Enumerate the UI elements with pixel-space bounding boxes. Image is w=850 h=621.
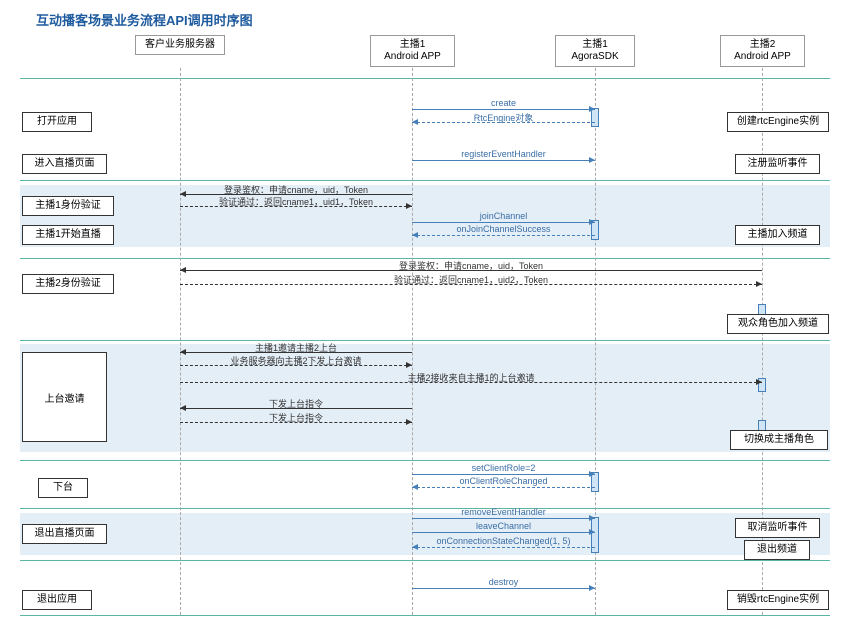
lane-host1app: 主播1Android APP bbox=[370, 35, 455, 67]
message-label: 业务服务器向主播2下发上台邀请 bbox=[180, 354, 412, 367]
message-label: leaveChannel bbox=[412, 521, 595, 531]
message-arrow bbox=[412, 222, 595, 223]
message-arrow bbox=[412, 474, 595, 475]
diagram-title: 互动播客场景业务流程API调用时序图 bbox=[36, 10, 253, 29]
lane-sdk: 主播1AgoraSDK bbox=[555, 35, 635, 67]
message-label: 主播2接收来自主播1的上台邀请 bbox=[180, 371, 762, 384]
message-arrow bbox=[412, 487, 595, 488]
message-label: 验证通过：返回cname1，uid2，Token bbox=[180, 273, 762, 286]
message-label: 验证通过：返回cname1，uid1，Token bbox=[180, 195, 412, 208]
section-divider bbox=[20, 560, 830, 561]
host2-auth: 主播2身份验证 bbox=[22, 274, 114, 294]
switch-role: 切换成主播角色 bbox=[730, 430, 828, 450]
message-arrow bbox=[412, 109, 595, 110]
message-label: 主播1邀请主播2上台 bbox=[180, 341, 412, 354]
cancel-listener: 取消监听事件 bbox=[735, 518, 820, 538]
message-label: 下发上台指令 bbox=[180, 411, 412, 424]
message-label: onJoinChannelSuccess bbox=[412, 224, 595, 234]
section-divider bbox=[20, 615, 830, 616]
message-label: removeEventHandler bbox=[412, 507, 595, 517]
invite-box: 上台邀请 bbox=[22, 352, 107, 442]
message-label: registerEventHandler bbox=[412, 149, 595, 159]
lane-host2app: 主播2Android APP bbox=[720, 35, 805, 67]
exit-app: 退出应用 bbox=[22, 590, 92, 610]
message-label: setClientRole=2 bbox=[412, 463, 595, 473]
message-label: create bbox=[412, 98, 595, 108]
host-join: 主播加入频道 bbox=[735, 225, 820, 245]
section-divider bbox=[20, 180, 830, 181]
destroy-rtc: 销毁rtcEngine实例 bbox=[727, 590, 829, 610]
section-divider bbox=[20, 340, 830, 341]
lane-server: 客户业务服务器 bbox=[135, 35, 225, 55]
message-arrow bbox=[412, 547, 595, 548]
reg-listener: 注册监听事件 bbox=[735, 154, 820, 174]
audience-join: 观众角色加入频道 bbox=[727, 314, 829, 334]
message-label: RtcEngine对象 bbox=[412, 111, 595, 124]
message-label: joinChannel bbox=[412, 211, 595, 221]
create-rtc: 创建rtcEngine实例 bbox=[727, 112, 829, 132]
message-label: onConnectionStateChanged(1, 5) bbox=[412, 536, 595, 546]
enter-live: 进入直播页面 bbox=[22, 154, 107, 174]
section-divider bbox=[20, 78, 830, 79]
message-arrow bbox=[412, 532, 595, 533]
sequence-diagram: 互动播客场景业务流程API调用时序图 客户业务服务器 主播1Android APP… bbox=[0, 0, 850, 621]
section-divider bbox=[20, 460, 830, 461]
message-label: 登录鉴权：申请cname，uid，Token bbox=[180, 259, 762, 272]
exit-channel: 退出频道 bbox=[744, 540, 810, 560]
message-label: 下发上台指令 bbox=[180, 397, 412, 410]
message-arrow bbox=[412, 518, 595, 519]
exit-live: 退出直播页面 bbox=[22, 524, 107, 544]
open-app: 打开应用 bbox=[22, 112, 92, 132]
message-label: onClientRoleChanged bbox=[412, 476, 595, 486]
fragment-bg bbox=[20, 344, 830, 452]
fragment-bg bbox=[20, 513, 830, 555]
step-down: 下台 bbox=[38, 478, 88, 498]
message-arrow bbox=[412, 588, 595, 589]
message-label: destroy bbox=[412, 577, 595, 587]
message-arrow bbox=[412, 235, 595, 236]
host1-auth: 主播1身份验证 bbox=[22, 196, 114, 216]
host1-start: 主播1开始直播 bbox=[22, 225, 114, 245]
message-arrow bbox=[412, 160, 595, 161]
